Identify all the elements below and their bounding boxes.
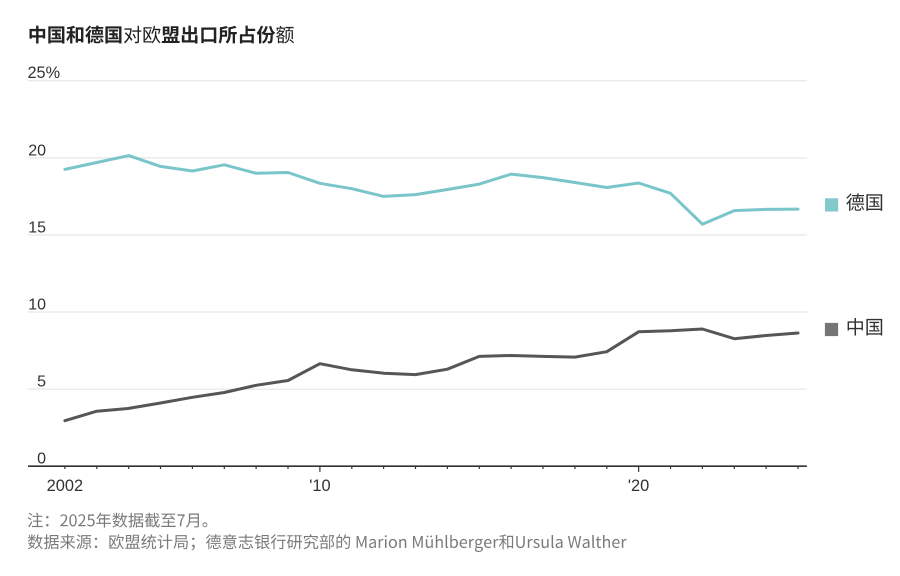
svg-text:15: 15 <box>28 219 46 236</box>
svg-text:'10: '10 <box>309 477 330 495</box>
svg-text:20: 20 <box>28 142 46 159</box>
svg-text:10: 10 <box>28 296 46 313</box>
svg-text:2002: 2002 <box>47 477 83 495</box>
svg-text:25%: 25% <box>28 64 61 82</box>
svg-text:'20: '20 <box>628 477 649 495</box>
svg-text:0: 0 <box>37 451 46 468</box>
svg-text:5: 5 <box>37 374 46 391</box>
